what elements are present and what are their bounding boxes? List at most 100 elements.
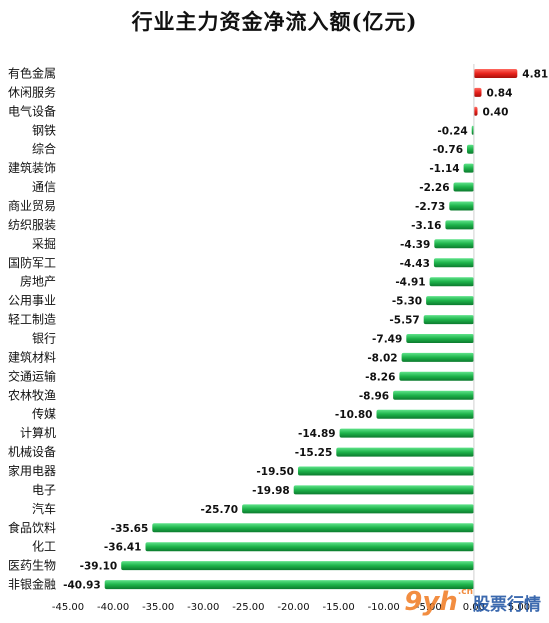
category-label: 采掘 xyxy=(32,236,56,251)
bar xyxy=(145,542,474,552)
x-tick-label: -10.00 xyxy=(368,602,400,613)
bar xyxy=(473,106,478,116)
bar xyxy=(423,315,474,325)
watermark-domain: .cn xyxy=(457,587,473,597)
category-label: 医药生物 xyxy=(8,559,56,573)
category-label: 机械设备 xyxy=(8,444,56,459)
category-label: 通信 xyxy=(32,180,56,194)
category-label: 公用事业 xyxy=(8,294,56,308)
x-tick-label: -15.00 xyxy=(322,602,354,613)
bar xyxy=(152,523,474,533)
data-label: -15.25 xyxy=(295,447,333,459)
data-label: -7.49 xyxy=(372,334,402,346)
category-label: 农林牧渔 xyxy=(8,388,56,402)
category-label: 综合 xyxy=(32,141,56,156)
data-label: -0.24 xyxy=(437,125,467,137)
data-label: -3.16 xyxy=(411,220,441,232)
data-label: -4.91 xyxy=(395,277,425,289)
bar xyxy=(104,580,474,590)
data-label: -2.26 xyxy=(419,182,449,194)
bar xyxy=(473,87,482,97)
bar xyxy=(453,182,474,192)
category-label: 计算机 xyxy=(20,425,56,440)
category-label: 建筑装饰 xyxy=(8,160,56,175)
data-label: -35.65 xyxy=(111,523,149,535)
watermark: 9yh.cn股票行情 xyxy=(404,587,541,617)
category-label: 汽车 xyxy=(32,501,56,516)
bar xyxy=(467,144,474,154)
bar xyxy=(399,371,474,381)
category-label: 商业贸易 xyxy=(8,198,56,213)
category-label: 家用电器 xyxy=(8,463,56,478)
bar xyxy=(426,296,474,306)
watermark-text: 股票行情 xyxy=(473,595,541,615)
x-tick-label: -20.00 xyxy=(277,602,309,613)
data-label: -5.57 xyxy=(389,315,419,327)
bar xyxy=(376,409,474,419)
category-label: 银行 xyxy=(32,332,56,346)
x-tick-label: 0.00 xyxy=(463,602,485,613)
x-tick-label: -35.00 xyxy=(142,602,174,613)
category-label: 交通运输 xyxy=(8,368,56,383)
bar xyxy=(298,466,474,476)
bar xyxy=(121,561,474,571)
x-tick-label: -25.00 xyxy=(232,602,264,613)
category-label: 食品饮料 xyxy=(8,520,56,535)
category-label: 传媒 xyxy=(32,406,56,421)
x-tick-label: -40.00 xyxy=(97,602,129,613)
bar xyxy=(463,163,474,173)
data-label: -39.10 xyxy=(80,561,118,573)
data-label: -1.14 xyxy=(429,163,459,175)
bar xyxy=(293,485,474,495)
bar xyxy=(336,447,474,457)
chart-title: 行业主力资金净流入额(亿元) xyxy=(131,9,418,34)
data-label: -40.93 xyxy=(63,580,101,592)
x-tick-label: -5.00 xyxy=(416,602,442,613)
bar xyxy=(473,69,518,78)
data-label: -4.39 xyxy=(400,239,430,251)
category-label: 建筑材料 xyxy=(8,349,56,364)
category-label: 非银金融 xyxy=(8,577,56,592)
data-label: -10.80 xyxy=(335,409,373,421)
data-label: -19.98 xyxy=(252,485,290,497)
x-tick-label: 5.00 xyxy=(508,602,530,613)
category-label: 电子 xyxy=(32,483,56,497)
data-label: -8.02 xyxy=(367,352,397,364)
data-label: 0.40 xyxy=(483,106,509,118)
bar xyxy=(429,277,474,287)
bar xyxy=(242,504,474,514)
category-label: 国防军工 xyxy=(8,255,56,270)
data-label: -0.76 xyxy=(433,144,463,156)
data-label: -19.50 xyxy=(256,466,294,478)
category-label: 电气设备 xyxy=(8,103,56,118)
bar xyxy=(406,334,474,343)
data-label: 4.81 xyxy=(522,69,548,81)
category-label: 休闲服务 xyxy=(8,84,56,99)
data-label: -4.43 xyxy=(400,258,430,270)
category-label: 房地产 xyxy=(20,274,56,289)
bar xyxy=(449,201,474,211)
data-label: -36.41 xyxy=(104,542,142,554)
bar xyxy=(433,258,474,268)
x-tick-label: -30.00 xyxy=(187,602,219,613)
data-label: -8.26 xyxy=(365,371,395,383)
category-label: 纺织服装 xyxy=(8,218,56,232)
watermark-logo: 9yh xyxy=(404,587,458,617)
data-label: -14.89 xyxy=(298,428,336,440)
bar xyxy=(445,220,474,230)
data-label: -8.96 xyxy=(359,390,389,402)
category-label: 化工 xyxy=(32,540,56,554)
category-label: 轻工制造 xyxy=(8,313,56,327)
data-label: 0.84 xyxy=(487,87,513,99)
x-tick-label: -45.00 xyxy=(52,602,84,613)
bar xyxy=(434,239,474,249)
category-label: 有色金属 xyxy=(8,66,56,81)
data-label: -25.70 xyxy=(201,504,239,516)
data-label: -2.73 xyxy=(415,201,445,213)
bar xyxy=(401,352,474,362)
bar xyxy=(339,428,474,438)
bar xyxy=(471,125,474,135)
data-label: -5.30 xyxy=(392,296,422,308)
